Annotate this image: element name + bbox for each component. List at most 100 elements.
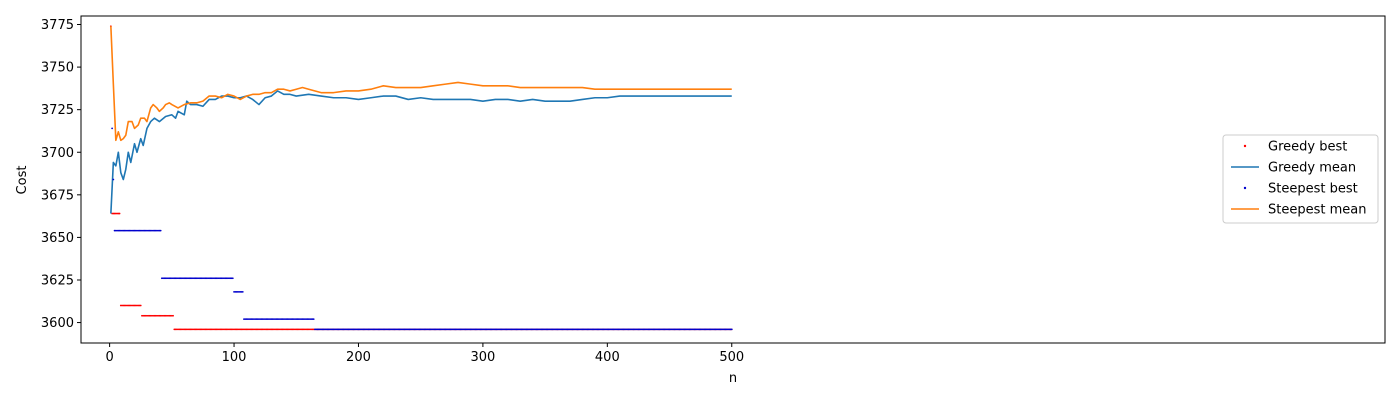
greedy-best-point: [126, 304, 128, 307]
steepest-best-point: [351, 328, 354, 331]
greedy-best-point: [282, 328, 285, 331]
y-tick-label: 3675: [41, 188, 74, 203]
steepest-mean-line: [110, 26, 732, 142]
steepest-best-point: [301, 318, 304, 321]
steepest-best-point: [419, 328, 422, 331]
greedy-best-point: [263, 328, 265, 331]
steepest-best-point: [116, 229, 118, 232]
steepest-best-point: [248, 318, 250, 321]
steepest-best-point: [156, 229, 158, 232]
steepest-best-point: [430, 328, 433, 331]
steepest-best-point: [699, 328, 702, 331]
steepest-best-point: [406, 328, 408, 331]
greedy-best-point: [170, 314, 173, 317]
steepest-best-point: [260, 318, 263, 321]
steepest-best-point: [164, 277, 167, 280]
greedy-best-point: [210, 328, 213, 331]
greedy-best-point: [185, 328, 188, 331]
steepest-best-point: [356, 328, 359, 331]
greedy-best-point: [295, 328, 298, 331]
steepest-best-point: [221, 277, 224, 280]
greedy-best-point: [127, 304, 130, 307]
steepest-best-point: [218, 277, 221, 280]
steepest-best-point: [646, 328, 649, 331]
steepest-best-point: [666, 328, 668, 331]
steepest-best-point: [486, 328, 489, 331]
steepest-best-point: [659, 328, 662, 331]
steepest-best-point: [296, 318, 299, 321]
greedy-best-point: [279, 328, 281, 331]
steepest-best-point: [370, 328, 372, 331]
steepest-best-point: [214, 277, 217, 280]
greedy-best-point: [256, 328, 259, 331]
steepest-best-point: [345, 328, 347, 331]
steepest-best-point: [350, 328, 352, 331]
greedy-best-point: [203, 328, 206, 331]
steepest-best-point: [421, 328, 423, 331]
steepest-best-point: [355, 328, 357, 331]
steepest-best-point: [357, 328, 360, 331]
plot-area: [80, 15, 1386, 344]
steepest-best-point: [506, 328, 509, 331]
steepest-best-point: [603, 328, 606, 331]
steepest-best-point: [224, 277, 227, 280]
greedy-best-point: [294, 328, 296, 331]
steepest-best-point: [467, 328, 469, 331]
y-axis-ticks: 3600 3625 3650 3675 3700 3725 3750 3775: [41, 18, 81, 331]
greedy-best-point: [165, 314, 168, 317]
greedy-mean-line: [110, 90, 732, 214]
steepest-best-point: [126, 229, 128, 232]
greedy-best-point: [305, 328, 308, 331]
steepest-best-point: [392, 328, 395, 331]
greedy-best-point: [254, 328, 257, 331]
steepest-best-point: [593, 328, 596, 331]
steepest-best-point: [306, 318, 309, 321]
steepest-best-point: [501, 328, 504, 331]
steepest-best-point: [162, 277, 165, 280]
greedy-best-point: [205, 328, 208, 331]
greedy-best-point: [153, 314, 156, 317]
greedy-best-point: [223, 328, 225, 331]
steepest-best-point: [459, 328, 462, 331]
steepest-best-point: [539, 328, 542, 331]
steepest-best-point: [713, 328, 716, 331]
steepest-best-point: [192, 277, 194, 280]
steepest-best-point: [468, 328, 471, 331]
greedy-best-point: [302, 328, 305, 331]
steepest-best-point: [511, 328, 514, 331]
steepest-best-point: [255, 318, 258, 321]
steepest-best-point: [705, 328, 708, 331]
steepest-best-point: [587, 328, 590, 331]
steepest-best-point: [148, 229, 151, 232]
steepest-best-point: [482, 328, 484, 331]
greedy-best-point: [312, 328, 315, 331]
steepest-best-point: [342, 328, 345, 331]
steepest-best-point: [479, 328, 482, 331]
steepest-best-point: [671, 328, 673, 331]
greedy-best-point: [200, 328, 203, 331]
greedy-best-point: [207, 328, 209, 331]
steepest-best-point: [411, 328, 413, 331]
steepest-best-point: [460, 328, 463, 331]
steepest-best-point: [584, 328, 586, 331]
greedy-best-point: [124, 304, 127, 307]
steepest-best-point: [725, 328, 728, 331]
greedy-best-point: [299, 328, 301, 331]
steepest-best-point: [722, 328, 724, 331]
steepest-best-point: [729, 328, 732, 331]
greedy-best-point: [137, 304, 140, 307]
steepest-best-point: [547, 328, 550, 331]
steepest-best-point: [229, 277, 232, 280]
steepest-best-point: [439, 328, 442, 331]
steepest-best-point: [708, 328, 711, 331]
steepest-best-point: [315, 328, 318, 331]
steepest-best-point: [470, 328, 473, 331]
steepest-best-point: [672, 328, 675, 331]
greedy-best-point: [228, 328, 230, 331]
steepest-best-point: [592, 328, 595, 331]
steepest-best-point: [500, 328, 503, 331]
steepest-best-point: [676, 328, 678, 331]
steepest-best-point: [652, 328, 655, 331]
steepest-best-point: [270, 318, 273, 321]
steepest-best-point: [483, 328, 486, 331]
